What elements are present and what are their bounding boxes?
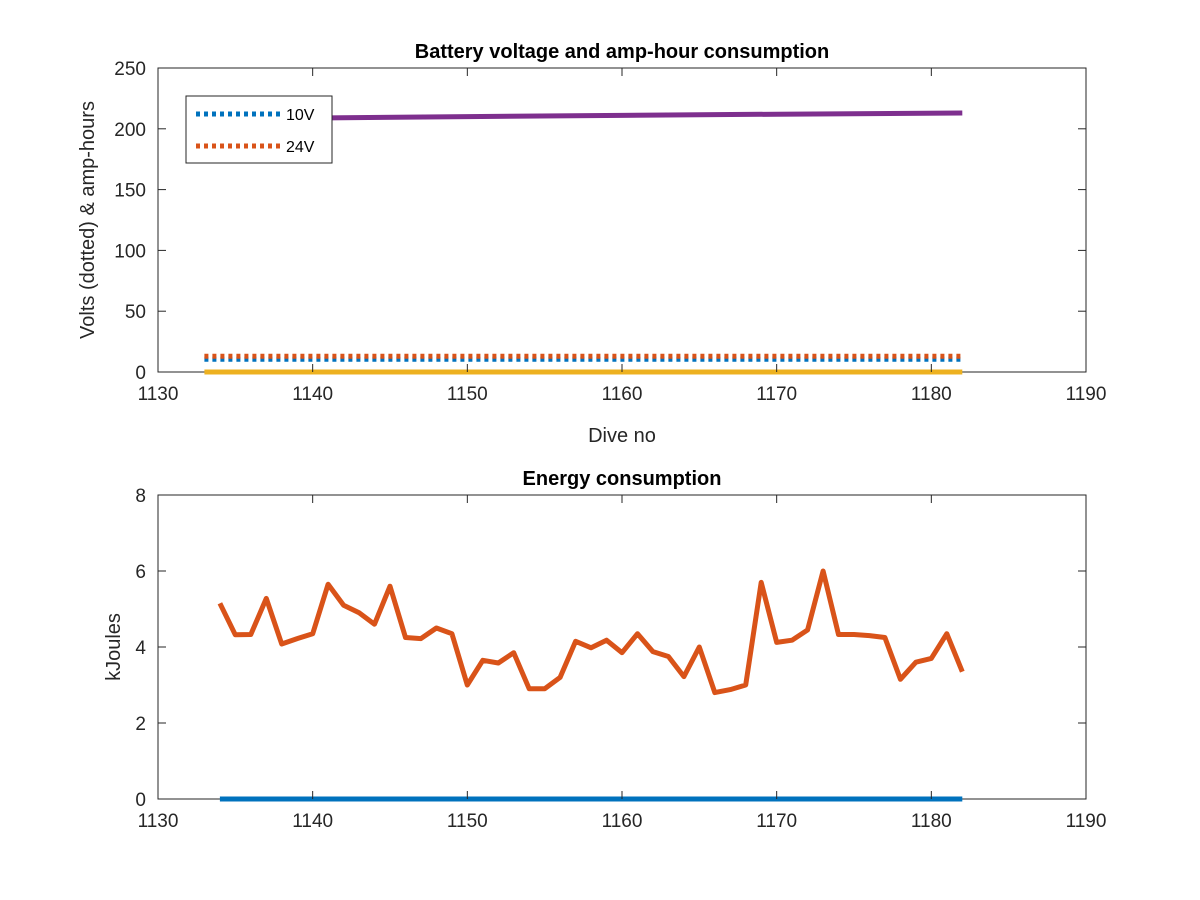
legend-label-24v: 24V [286,139,315,156]
y-tick-label: 0 [135,363,146,384]
x-tick-label: 1150 [447,811,488,832]
x-tick-label: 1180 [911,811,952,832]
x-tick-label: 1140 [292,811,333,832]
y-tick-label: 50 [125,302,146,323]
x-tick-label: 1190 [1066,384,1107,405]
legend-label-10v: 10V [286,107,315,124]
x-tick-label: 1170 [756,811,797,832]
ticks-layer: 1130 1140 1150 1160 1170 1180 1190 0 2 4 6 8 [135,486,1106,832]
chart-battery: 1130 1140 1150 1160 1170 1180 1190 0 50 100 150 200… [77,41,1106,447]
y-tick-label: 0 [135,790,146,811]
legend-box [185,95,333,164]
x-tick-label: 1170 [756,384,797,405]
ticks-layer: 1130 1140 1150 1160 1170 1180 1190 0 50 100 150 200… [114,59,1106,405]
chart-title: Energy consumption [523,468,722,490]
x-tick-label: 1140 [292,384,333,405]
y-tick-label: 8 [135,486,146,507]
series-line-0 [217,568,965,696]
y-tick-label: 6 [135,562,146,583]
y-tick-label: 100 [114,241,146,262]
x-tick-label: 1160 [602,384,643,405]
y-axis-label: Volts (dotted) & amp-hours [77,101,99,339]
x-tick-label: 1160 [602,811,643,832]
chart-title: Battery voltage and amp-hour consumption [415,41,829,63]
x-tick-label: 1190 [1066,811,1107,832]
x-tick-label: 1130 [138,811,179,832]
x-tick-label: 1180 [911,384,952,405]
y-tick-label: 2 [135,714,146,735]
plot-area [157,494,1087,800]
y-tick-label: 4 [135,638,146,659]
series-layer [217,568,965,802]
y-tick-label: 250 [114,59,146,80]
y-axis-label: kJoules [103,613,125,681]
y-tick-label: 150 [114,181,146,202]
x-axis-label: Dive no [588,425,656,447]
chart-energy: 1130 1140 1150 1160 1170 1180 1190 0 2 4 6 8 Energy… [103,468,1106,832]
y-tick-label: 200 [114,120,146,141]
x-tick-label: 1150 [447,384,488,405]
legend: 10V 24V [185,95,333,164]
x-tick-label: 1130 [138,384,179,405]
